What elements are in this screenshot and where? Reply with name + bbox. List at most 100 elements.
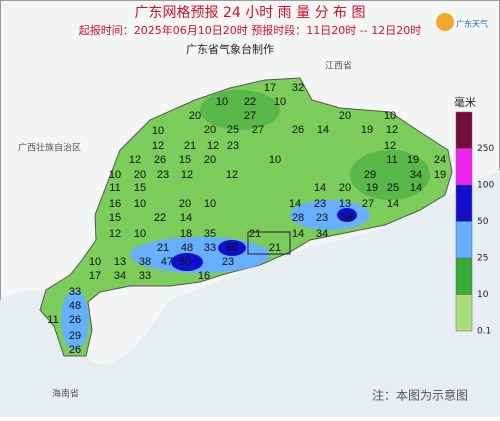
rain-value: 23 bbox=[314, 198, 326, 210]
rain-value: 21 bbox=[249, 228, 261, 240]
rain-value: 20 bbox=[179, 198, 191, 210]
rain-value: 13 bbox=[114, 256, 126, 268]
rain-value: 27 bbox=[244, 110, 256, 122]
rain-value: 10 bbox=[134, 228, 146, 240]
rain-value: 12 bbox=[207, 140, 219, 152]
rain-value: 20 bbox=[339, 182, 351, 194]
rain-value: 19 bbox=[361, 124, 373, 136]
rain-value: 14 bbox=[387, 198, 399, 210]
rain-value: 29 bbox=[69, 330, 81, 342]
rain-zone bbox=[61, 290, 89, 350]
rain-value: 20 bbox=[189, 110, 201, 122]
rain-value: 10 bbox=[269, 154, 281, 166]
rain-value: 34 bbox=[316, 228, 328, 240]
rain-value: 38 bbox=[139, 256, 151, 268]
rain-value: 22 bbox=[154, 212, 166, 224]
rain-value: 10 bbox=[274, 96, 286, 108]
rain-value: 10 bbox=[204, 198, 216, 210]
legend-label: 100 bbox=[477, 181, 494, 191]
rain-value: 33 bbox=[204, 242, 216, 254]
legend-swatch bbox=[455, 221, 473, 259]
logo-text: 广东天气 bbox=[456, 19, 488, 29]
rain-value: 21 bbox=[157, 242, 169, 254]
rain-value: 15 bbox=[179, 154, 191, 166]
rain-value: 38 bbox=[341, 212, 353, 224]
rain-value: 26 bbox=[69, 344, 81, 356]
rain-value: 12 bbox=[109, 228, 121, 240]
rain-value: 21 bbox=[269, 242, 281, 254]
rain-value: 22 bbox=[244, 96, 256, 108]
region-label: 海南省 bbox=[52, 388, 79, 400]
rain-value: 12 bbox=[181, 169, 193, 181]
title: 广东网格预报 24 小时 雨 量 分 布 图 bbox=[135, 5, 366, 21]
rain-value: 11 bbox=[47, 314, 58, 326]
rain-value: 26 bbox=[69, 314, 81, 326]
sea bbox=[0, 170, 500, 417]
rain-value: 27 bbox=[362, 198, 374, 210]
rain-value: 23 bbox=[316, 212, 328, 224]
legend-label: 10 bbox=[477, 290, 489, 300]
rain-value: 12 bbox=[129, 154, 141, 166]
rain-value: 24 bbox=[434, 154, 446, 166]
rain-zone bbox=[171, 253, 203, 271]
legend-swatch bbox=[455, 257, 473, 295]
rain-value: 34 bbox=[114, 270, 126, 282]
rain-value: 48 bbox=[181, 242, 193, 254]
rain-value: 14 bbox=[289, 198, 301, 210]
rain-value: 28 bbox=[292, 212, 304, 224]
rain-value: 35 bbox=[204, 228, 216, 240]
region-label: 广西壮族自治区 bbox=[18, 142, 81, 154]
rain-value: 20 bbox=[204, 124, 216, 136]
guangdong-land bbox=[39, 77, 453, 357]
rain-value: 18 bbox=[180, 228, 192, 240]
rain-value: 10 bbox=[109, 169, 121, 181]
rain-value: 17 bbox=[89, 270, 101, 282]
rain-value: 16 bbox=[198, 270, 210, 282]
rain-value: 16 bbox=[109, 198, 121, 210]
rain-value: 25 bbox=[227, 124, 239, 136]
legend: 250 100 50 25 10 0.1 bbox=[455, 111, 494, 337]
rain-value: 47 bbox=[161, 256, 173, 268]
rain-zone bbox=[290, 200, 370, 230]
rain-zone bbox=[200, 90, 280, 130]
region-label: 江西省 bbox=[325, 60, 352, 72]
pearl-river-box bbox=[247, 231, 291, 255]
legend-label: 50 bbox=[477, 217, 489, 227]
rain-value: 26 bbox=[154, 154, 166, 166]
rain-value: 11 bbox=[386, 154, 397, 166]
subtitle: 起报时间：2025年06月10日20时 预报时段：11日20时 -- 12日20… bbox=[79, 23, 421, 37]
producer: 广东省气象台制作 bbox=[186, 42, 274, 56]
rain-value: 14 bbox=[317, 124, 329, 136]
rain-value: 34 bbox=[410, 169, 422, 181]
rain-value: 14 bbox=[314, 182, 326, 194]
rain-value: 14 bbox=[180, 212, 192, 224]
rain-value: 50 bbox=[179, 256, 191, 268]
rain-value: 29 bbox=[364, 169, 376, 181]
note: 注：本图为示意图 bbox=[372, 388, 468, 403]
rain-value: 23 bbox=[222, 256, 234, 268]
rain-value: 14 bbox=[292, 228, 304, 240]
rain-value: 23 bbox=[157, 169, 169, 181]
rain-value: 25 bbox=[387, 182, 399, 194]
rain-value: 10 bbox=[89, 256, 101, 268]
rain-value: 13 bbox=[339, 198, 351, 210]
rain-value: 48 bbox=[69, 300, 81, 312]
rain-value: 10 bbox=[134, 198, 146, 210]
legend-swatch bbox=[455, 148, 473, 186]
rain-value: 19 bbox=[407, 154, 419, 166]
rain-value: 20 bbox=[204, 154, 216, 166]
legend-swatch bbox=[455, 294, 473, 332]
rain-value: 19 bbox=[366, 182, 378, 194]
rain-value: 10 bbox=[384, 110, 396, 122]
rain-value: 33 bbox=[69, 286, 81, 298]
rain-values: 17 32 10 22 10 20 27 20 10 20 25 27 26 14 19 12 21 12 23 12… bbox=[47, 82, 446, 356]
legend-swatch bbox=[455, 184, 473, 222]
rain-value: 12 bbox=[384, 140, 396, 152]
rain-value: 12 bbox=[152, 140, 164, 152]
rain-zone bbox=[350, 150, 430, 200]
rain-value: 32 bbox=[292, 82, 304, 94]
legend-unit: 毫米 bbox=[454, 95, 476, 109]
rain-value: 20 bbox=[339, 110, 351, 122]
